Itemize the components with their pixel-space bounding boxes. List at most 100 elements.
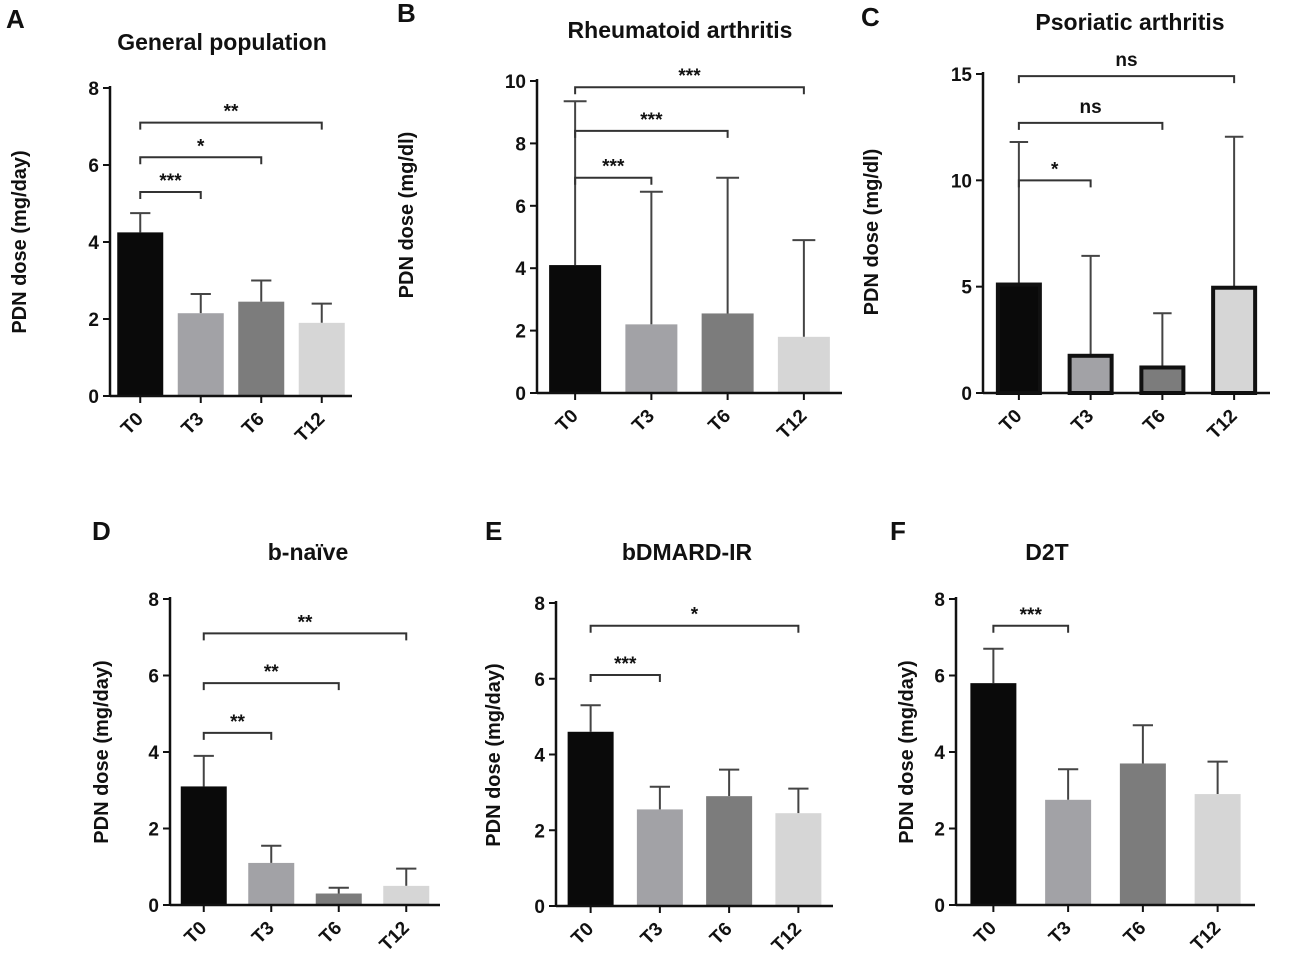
- y-axis-label: PDN dose (mg/dl): [861, 149, 883, 316]
- y-tick-label: 2: [534, 821, 545, 842]
- significance-label: ***: [1020, 605, 1043, 626]
- bar-t6: [1139, 365, 1186, 396]
- y-tick-label: 2: [88, 310, 99, 331]
- y-tick-label: 6: [515, 197, 526, 218]
- y-tick-label: 10: [505, 72, 526, 93]
- significance-label: **: [230, 712, 245, 733]
- y-tick-label: 2: [148, 820, 159, 841]
- y-tick-label: 4: [534, 746, 545, 767]
- bar-t6: [706, 796, 753, 906]
- y-tick-label: 8: [148, 590, 159, 611]
- x-tick-label: T0: [970, 918, 1001, 949]
- y-tick-label: 8: [534, 594, 545, 615]
- panel-letter: F: [890, 516, 906, 546]
- y-axis-label: PDN dose (mg/day): [483, 663, 505, 846]
- significance-label: ***: [678, 66, 701, 87]
- x-tick-label: T6: [316, 918, 347, 949]
- bar-t3: [625, 324, 678, 393]
- significance-label: ns: [1080, 97, 1102, 118]
- bar-t3: [177, 313, 224, 396]
- x-tick-label: T6: [705, 406, 736, 437]
- bar-t0: [117, 232, 164, 396]
- x-tick-label: T12: [376, 918, 414, 956]
- bar-t3: [1045, 799, 1092, 905]
- x-tick-label: T6: [1139, 406, 1170, 437]
- bar-t12: [775, 813, 822, 906]
- significance-label: ***: [602, 157, 625, 178]
- x-tick-label: T3: [1068, 406, 1099, 437]
- chart-panel-a: A General population PDN dose (mg/day) 0 2 4 6…: [6, 4, 352, 447]
- bar-t6: [701, 313, 754, 393]
- x-tick-label: T12: [1187, 918, 1225, 956]
- bar-t0: [549, 265, 602, 393]
- y-tick-label: 8: [515, 134, 526, 155]
- panel-title: b-naïve: [268, 539, 349, 565]
- y-tick-label: 0: [534, 897, 545, 918]
- chart-panel-b: B Rheumatoid arthritis PDN dose (mg/dl) 0 2 4…: [396, 0, 842, 444]
- significance-bracket: [202, 731, 273, 740]
- panel-letter: C: [861, 2, 880, 32]
- panel-title: D2T: [1025, 539, 1068, 565]
- bar-t12: [383, 885, 430, 905]
- significance-label: ***: [640, 110, 663, 131]
- y-tick-label: 0: [961, 384, 972, 405]
- panel-title: Psoriatic arthritis: [1035, 9, 1224, 35]
- significance-bracket: [139, 190, 202, 199]
- significance-label: ***: [159, 171, 182, 192]
- bar-t3: [248, 862, 295, 905]
- significance-bracket: [589, 673, 661, 682]
- y-axis-label: PDN dose (mg/dl): [396, 132, 418, 299]
- y-tick-label: 0: [148, 896, 159, 917]
- significance-bracket: [1017, 121, 1164, 130]
- y-tick-label: 4: [934, 743, 945, 764]
- bar-t6: [1119, 763, 1166, 905]
- panel-title: bDMARD-IR: [622, 539, 753, 565]
- x-tick-label: T3: [248, 918, 279, 949]
- x-tick-label: T3: [637, 919, 668, 950]
- x-tick-label: T12: [768, 919, 806, 957]
- y-axis-label: PDN dose (mg/day): [896, 660, 918, 843]
- x-tick-label: T3: [628, 406, 659, 437]
- y-tick-label: 0: [515, 384, 526, 405]
- significance-label: *: [1051, 159, 1059, 180]
- y-tick-label: 6: [88, 156, 99, 177]
- significance-bracket: [992, 624, 1070, 633]
- y-tick-label: 6: [934, 667, 945, 688]
- x-tick-label: T6: [238, 409, 269, 440]
- y-tick-label: 4: [88, 233, 99, 254]
- significance-label: ***: [614, 654, 637, 675]
- x-tick-label: T0: [181, 918, 212, 949]
- panel-title: Rheumatoid arthritis: [568, 17, 793, 43]
- bar-t0: [970, 683, 1017, 905]
- y-tick-label: 0: [88, 387, 99, 408]
- significance-bracket: [589, 624, 800, 633]
- x-tick-label: T12: [773, 406, 811, 444]
- bar-t6: [315, 893, 362, 905]
- x-tick-label: T3: [178, 409, 209, 440]
- chart-panel-d: Db-naïve PDN dose (mg/day) 0 2 4 6 8 T0 T3 T6 T12 *…: [91, 516, 440, 956]
- panel-letter: D: [92, 516, 111, 546]
- bar-t12: [777, 336, 830, 393]
- significance-label: *: [197, 136, 205, 157]
- y-tick-label: 0: [934, 896, 945, 917]
- y-tick-label: 4: [515, 259, 526, 280]
- y-tick-label: 5: [961, 278, 972, 299]
- panel-title: General population: [117, 29, 327, 55]
- bar-t12: [1194, 794, 1241, 905]
- y-tick-label: 4: [148, 743, 159, 764]
- significance-bracket: [1017, 179, 1092, 188]
- significance-bracket: [574, 86, 805, 95]
- chart-panel-c: C Psoriatic arthritis PDN dose (mg/dl) 0 5 10…: [861, 2, 1270, 444]
- bar-t3: [1067, 353, 1114, 395]
- x-tick-label: T6: [706, 919, 737, 950]
- y-axis-label: PDN dose (mg/day): [91, 660, 113, 843]
- x-tick-label: T12: [1204, 406, 1242, 444]
- y-tick-label: 8: [88, 79, 99, 100]
- chart-panel-f: F D2T PDN dose (mg/day) 0 2 4 6 8 T0 T3 T6 T12 ***: [890, 516, 1255, 956]
- bar-t12: [298, 322, 345, 396]
- x-tick-label: T0: [552, 406, 583, 437]
- x-tick-label: T0: [568, 919, 599, 950]
- y-tick-label: 2: [515, 322, 526, 343]
- x-tick-label: T0: [117, 409, 148, 440]
